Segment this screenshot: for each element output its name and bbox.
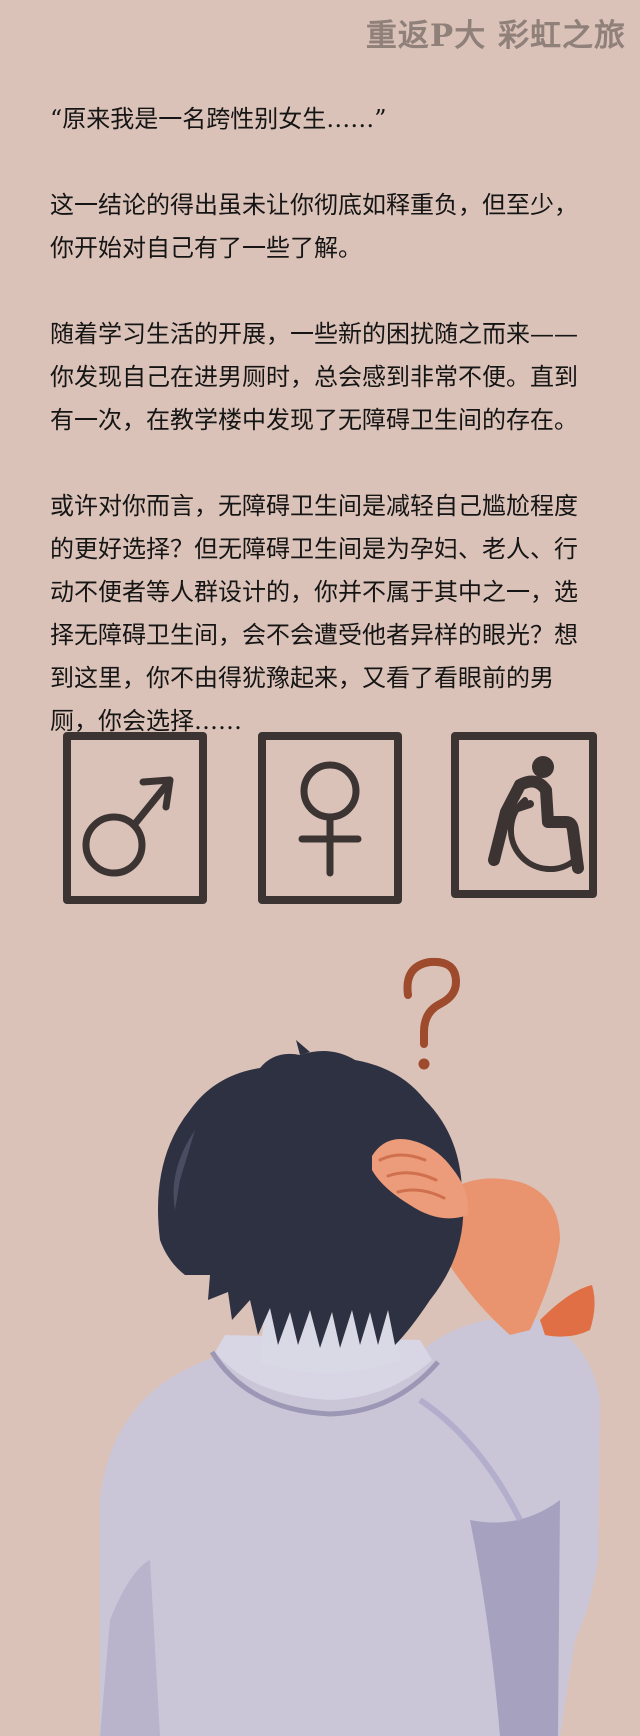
question-mark-icon: [403, 957, 460, 1070]
story-text: “原来我是一名跨性别女生……” 这一结论的得出虽未让你彻底如释重负，但至少，你开…: [50, 98, 590, 786]
story-paragraph: 随着学习生活的开展，一些新的困扰随之而来——你发现自己在进男厕时，总会感到非常不…: [50, 320, 578, 434]
choice-accessible-restroom[interactable]: [451, 732, 597, 898]
choice-male-restroom[interactable]: [63, 732, 207, 904]
male-symbol-icon: [82, 776, 174, 877]
person-scratching-head-icon: [100, 1040, 600, 1736]
story-paragraph: 这一结论的得出虽未让你彻底如释重负，但至少，你开始对自己有了一些了解。: [50, 191, 578, 262]
female-symbol-icon: [298, 761, 362, 877]
story-paragraph: “原来我是一名跨性别女生……”: [50, 105, 387, 133]
choice-female-restroom[interactable]: [258, 732, 402, 904]
wheelchair-icon: [488, 756, 584, 874]
header-title: 重返P大 彩虹之旅: [365, 18, 626, 54]
story-paragraph: 或许对你而言，无障碍卫生间是减轻自己尴尬程度的更好选择？但无障碍卫生间是为孕妇、…: [50, 492, 578, 735]
